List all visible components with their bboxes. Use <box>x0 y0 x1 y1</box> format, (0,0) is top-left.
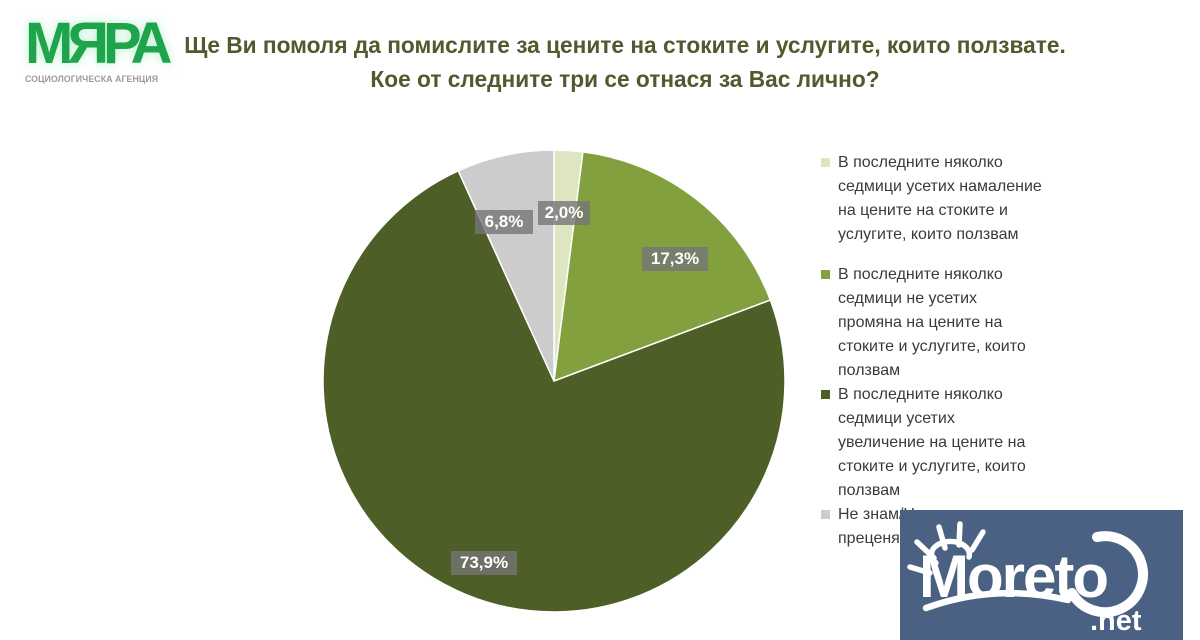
svg-text:17,3%: 17,3% <box>651 249 699 268</box>
svg-text:73,9%: 73,9% <box>460 553 508 572</box>
svg-text:.net: .net <box>1090 605 1142 634</box>
svg-text:2,0%: 2,0% <box>545 203 584 222</box>
svg-text:Moreto: Moreto <box>919 543 1107 610</box>
svg-text:6,8%: 6,8% <box>485 212 524 231</box>
